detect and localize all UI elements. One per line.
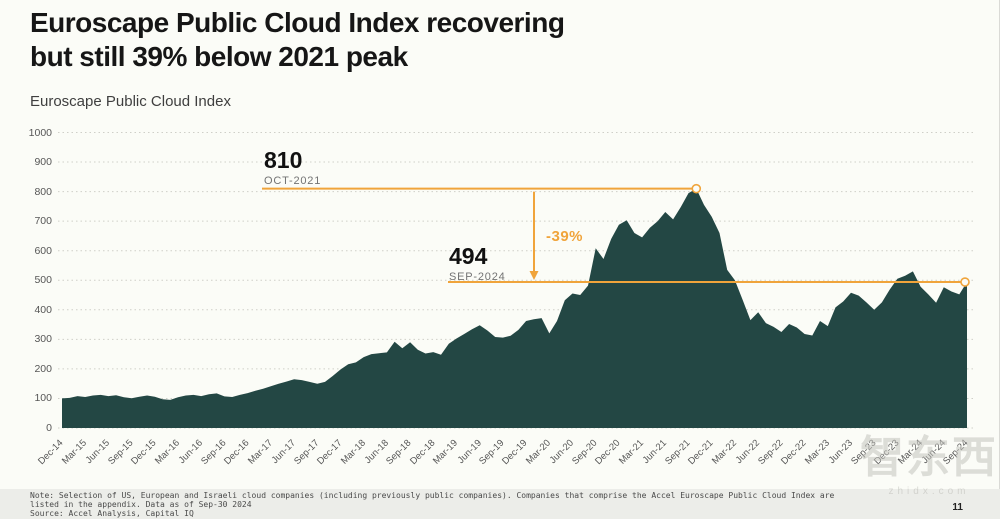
y-axis-label: 200 — [34, 362, 52, 375]
current-date: SEP-2024 — [449, 271, 506, 283]
peak-date: OCT-2021 — [264, 175, 322, 187]
drop-arrow-head — [529, 271, 539, 281]
y-axis-label: 900 — [34, 156, 52, 169]
y-axis-label: 1000 — [28, 126, 52, 139]
page-number: 11 — [952, 502, 963, 513]
footnote: Note: Selection of US, European and Isra… — [30, 491, 834, 518]
slide-title-line1: Euroscape Public Cloud Index recovering — [30, 7, 565, 38]
y-axis-label: 800 — [34, 185, 52, 198]
current-annotation: 494 SEP-2024 — [449, 243, 506, 283]
peak-marker — [691, 183, 702, 194]
y-axis-label: 400 — [34, 303, 52, 316]
delta-label: -39% — [546, 228, 584, 245]
footnote-line1: Note: Selection of US, European and Isra… — [30, 491, 835, 500]
peak-value: 810 — [264, 147, 303, 173]
slide-title: Euroscape Public Cloud Index recovering … — [30, 6, 565, 74]
y-axis-label: 100 — [34, 392, 52, 405]
current-value: 494 — [449, 243, 488, 269]
chart-subtitle: Euroscape Public Cloud Index — [30, 93, 231, 110]
peak-annotation: 810 OCT-2021 — [264, 147, 321, 187]
slide-title-line2: but still 39% below 2021 peak — [30, 41, 408, 72]
current-marker — [960, 277, 970, 287]
y-axis-label: 300 — [34, 333, 52, 346]
footer-band — [0, 489, 1000, 519]
y-axis-label: 500 — [34, 274, 52, 287]
y-axis-label: 0 — [46, 422, 52, 434]
y-axis-label: 600 — [34, 244, 52, 257]
y-axis-label: 700 — [34, 215, 52, 228]
index-area-series — [62, 188, 967, 428]
footnote-line2: listed in the appendix. Data as of Sep-3… — [30, 500, 252, 509]
source-line: Source: Accel Analysis, Capital IQ — [30, 509, 194, 518]
